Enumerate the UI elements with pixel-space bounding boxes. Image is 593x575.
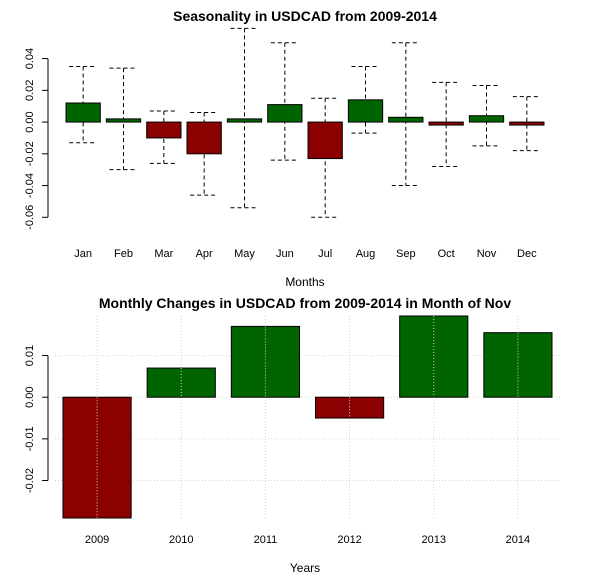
bar — [399, 315, 469, 398]
x-tick-label: Aug — [356, 248, 376, 260]
bar-group — [226, 27, 263, 209]
y-tick-label: -0.06 — [24, 205, 36, 230]
bar — [146, 121, 182, 139]
y-tick-label: -0.04 — [24, 173, 36, 198]
y-tick-label: 0.00 — [24, 111, 36, 132]
monthly-changes-title: Monthly Changes in USDCAD from 2009-2014… — [99, 295, 511, 311]
bar — [230, 325, 301, 398]
x-tick-label: Jun — [276, 248, 294, 260]
x-tick-label: 2012 — [337, 534, 361, 546]
seasonality-y-axis: 0.04 0.02 0.00 -0.02 -0.04 -0.06 — [24, 48, 49, 230]
x-tick-label: Jul — [318, 248, 332, 260]
bar-group — [388, 42, 424, 187]
x-tick-label: May — [234, 248, 255, 260]
bar — [509, 121, 545, 126]
bar-group — [186, 112, 222, 196]
monthly-changes-grid — [55, 316, 560, 518]
y-tick-label: 0.04 — [24, 48, 36, 69]
bar — [468, 115, 505, 123]
y-tick-label: -0.02 — [24, 468, 36, 493]
bar-group — [307, 97, 343, 218]
x-tick-label: Mar — [154, 248, 173, 260]
seasonality-x-ticks: Jan Feb Mar Apr May Jun Jul Aug Sep Oct Nov Dec — [74, 248, 537, 260]
bar — [105, 118, 142, 123]
y-tick-label: 0.00 — [24, 387, 36, 408]
bar — [267, 104, 303, 123]
x-tick-label: Sep — [396, 248, 416, 260]
bar — [226, 118, 263, 123]
bar-group — [428, 81, 464, 168]
x-tick-label: 2013 — [422, 534, 446, 546]
bar-group — [509, 96, 545, 152]
seasonality-bars — [65, 27, 545, 218]
x-tick-label: 2009 — [85, 534, 109, 546]
monthly-changes-x-label: Years — [290, 561, 320, 575]
bar-group — [347, 66, 384, 134]
x-tick-label: Dec — [517, 248, 537, 260]
x-tick-label: Nov — [477, 248, 497, 260]
bar-group — [65, 66, 101, 144]
monthly-changes-chart: Monthly Changes in USDCAD from 2009-2014… — [24, 295, 560, 575]
x-tick-label: Oct — [438, 248, 455, 260]
y-tick-label: 0.01 — [24, 345, 36, 366]
x-tick-label: 2010 — [169, 534, 193, 546]
monthly-changes-y-axis: 0.01 0.00 -0.01 -0.02 — [24, 345, 49, 493]
bar — [307, 121, 343, 160]
x-tick-label: 2011 — [254, 534, 278, 546]
bar — [65, 102, 101, 123]
monthly-changes-bars — [62, 315, 553, 519]
bar — [347, 99, 384, 123]
bar-group — [146, 110, 182, 164]
y-tick-label: -0.01 — [24, 426, 36, 451]
seasonality-title: Seasonality in USDCAD from 2009-2014 — [173, 8, 437, 24]
y-tick-label: -0.02 — [24, 141, 36, 166]
bar-group — [105, 67, 142, 171]
x-tick-label: Apr — [196, 248, 213, 260]
y-tick-label: 0.02 — [24, 80, 36, 101]
x-tick-label: Feb — [114, 248, 133, 260]
x-tick-label: 2014 — [506, 534, 530, 546]
bar — [388, 116, 424, 123]
bar-group — [468, 85, 505, 147]
seasonality-x-label: Months — [285, 275, 324, 289]
bar — [483, 332, 553, 398]
bar — [186, 121, 222, 155]
monthly-changes-x-ticks: 2009 2010 2011 2012 2013 2014 — [85, 534, 530, 546]
seasonality-chart: Seasonality in USDCAD from 2009-2014 0.0… — [24, 8, 545, 289]
x-tick-label: Jan — [74, 248, 92, 260]
bar-group — [267, 42, 303, 161]
bar — [428, 121, 464, 126]
